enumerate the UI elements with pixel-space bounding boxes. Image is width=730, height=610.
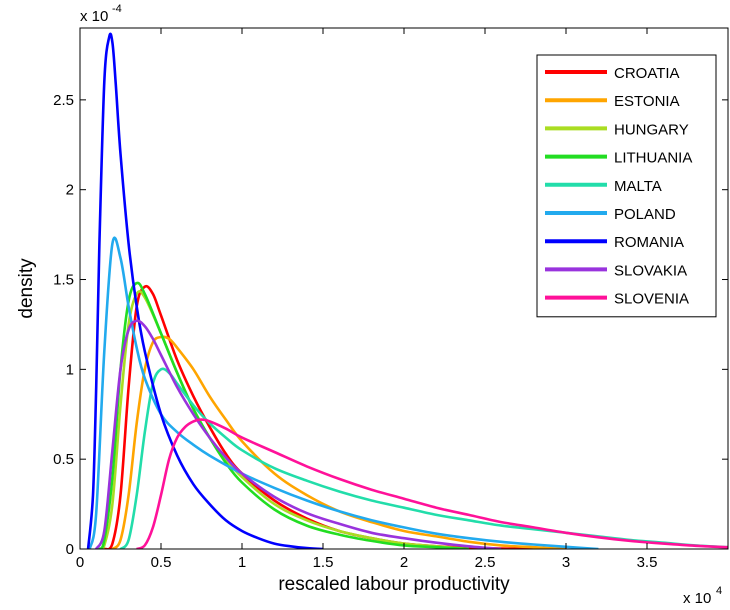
series-layer	[86, 32, 728, 549]
series-line-croatia	[103, 284, 534, 549]
x-axis-multiplier-exponent: 4	[716, 585, 722, 597]
x-tick-label: 3.5	[637, 554, 658, 571]
legend-label-slovenia: SLOVENIA	[614, 291, 689, 308]
legend-label-lithuania: LITHUANIA	[614, 150, 692, 167]
legend-label-slovakia: SLOVAKIA	[614, 262, 687, 279]
y-tick-label: 2	[66, 182, 74, 199]
y-tick-label: 2.5	[53, 92, 74, 109]
x-tick-label: 1.5	[313, 554, 334, 571]
y-tick-label: 0	[66, 541, 74, 558]
legend-label-croatia: CROATIA	[614, 65, 680, 82]
legend-label-malta: MALTA	[614, 178, 662, 195]
x-tick-label: 3	[562, 554, 570, 571]
x-tick-label: 0.5	[151, 554, 172, 571]
legend: CROATIA ESTONIA HUNGARY LITHUANIA MALTA POLAN…	[536, 54, 717, 318]
series-line-slovenia	[136, 418, 728, 549]
y-axis-multiplier: x 10	[80, 8, 108, 25]
legend-label-romania: ROMANIA	[614, 234, 684, 251]
legend-label-hungary: HUNGARY	[614, 121, 689, 138]
y-tick-label: 1.5	[53, 272, 74, 289]
series-line-malta	[119, 367, 728, 549]
legend-label-estonia: ESTONIA	[614, 93, 680, 110]
y-tick-label: 1	[66, 361, 74, 378]
series-line-poland	[88, 236, 599, 549]
legend-label-poland: POLAND	[614, 206, 676, 223]
x-tick-label: 0	[76, 554, 84, 571]
x-tick-label: 2	[400, 554, 408, 571]
series-line-romania	[86, 32, 324, 549]
ticks-layer: 0 0.5 1 1.5 2 2.5 3 3.5 0 0.5 1 1.5 2 2.5	[53, 28, 728, 571]
x-tick-label: 1	[238, 554, 246, 571]
y-axis-label: density	[16, 258, 37, 319]
y-tick-label: 0.5	[53, 451, 74, 468]
x-tick-label: 2.5	[475, 554, 496, 571]
x-axis-label: rescaled labour productivity	[278, 574, 510, 595]
x-axis-multiplier: x 10	[683, 590, 711, 607]
series-line-estonia	[111, 335, 567, 549]
y-axis-multiplier-exponent: -4	[112, 3, 122, 15]
